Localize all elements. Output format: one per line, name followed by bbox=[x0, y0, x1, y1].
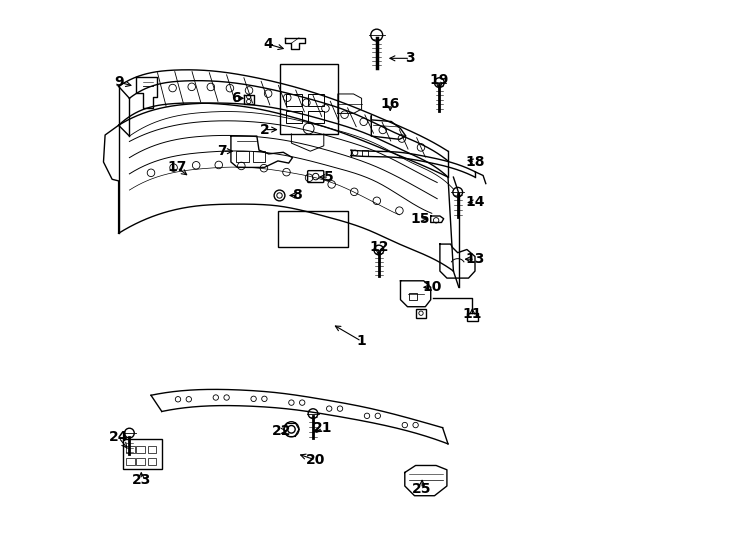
Bar bbox=[362, 150, 368, 156]
Bar bbox=[148, 446, 156, 453]
Text: 12: 12 bbox=[369, 240, 388, 254]
Text: 14: 14 bbox=[465, 195, 484, 210]
Bar bbox=[278, 211, 348, 247]
Text: 23: 23 bbox=[131, 472, 151, 487]
Bar bbox=[126, 446, 135, 453]
Text: 6: 6 bbox=[231, 91, 241, 105]
Text: 19: 19 bbox=[429, 73, 449, 87]
Text: 15: 15 bbox=[410, 212, 429, 226]
Text: 10: 10 bbox=[422, 280, 441, 294]
Bar bbox=[280, 64, 338, 134]
Bar bbox=[286, 111, 302, 123]
Bar bbox=[136, 458, 145, 465]
Text: 16: 16 bbox=[380, 97, 400, 111]
Text: 21: 21 bbox=[313, 421, 333, 435]
Text: 22: 22 bbox=[272, 424, 291, 438]
Bar bbox=[236, 151, 250, 162]
Text: 13: 13 bbox=[465, 252, 484, 266]
Text: 17: 17 bbox=[167, 160, 186, 174]
Bar bbox=[136, 446, 145, 453]
Bar bbox=[468, 313, 479, 321]
Text: 20: 20 bbox=[306, 453, 325, 467]
Text: 8: 8 bbox=[292, 188, 302, 202]
Text: 11: 11 bbox=[462, 307, 482, 321]
Bar bbox=[123, 439, 161, 469]
Text: 7: 7 bbox=[217, 144, 227, 158]
Bar bbox=[286, 94, 302, 106]
Bar bbox=[409, 293, 417, 300]
Text: 3: 3 bbox=[405, 51, 415, 65]
Text: 5: 5 bbox=[324, 170, 334, 184]
Bar bbox=[415, 309, 426, 318]
Text: 18: 18 bbox=[465, 155, 484, 169]
Bar bbox=[308, 94, 324, 106]
Text: 25: 25 bbox=[413, 482, 432, 496]
Text: 2: 2 bbox=[260, 123, 269, 137]
Bar bbox=[148, 458, 156, 465]
Text: 24: 24 bbox=[109, 430, 128, 444]
Bar bbox=[252, 151, 266, 162]
Text: 9: 9 bbox=[114, 75, 123, 89]
Bar bbox=[308, 111, 324, 123]
Bar bbox=[126, 458, 135, 465]
Text: 1: 1 bbox=[357, 334, 366, 348]
Text: 4: 4 bbox=[264, 37, 274, 51]
